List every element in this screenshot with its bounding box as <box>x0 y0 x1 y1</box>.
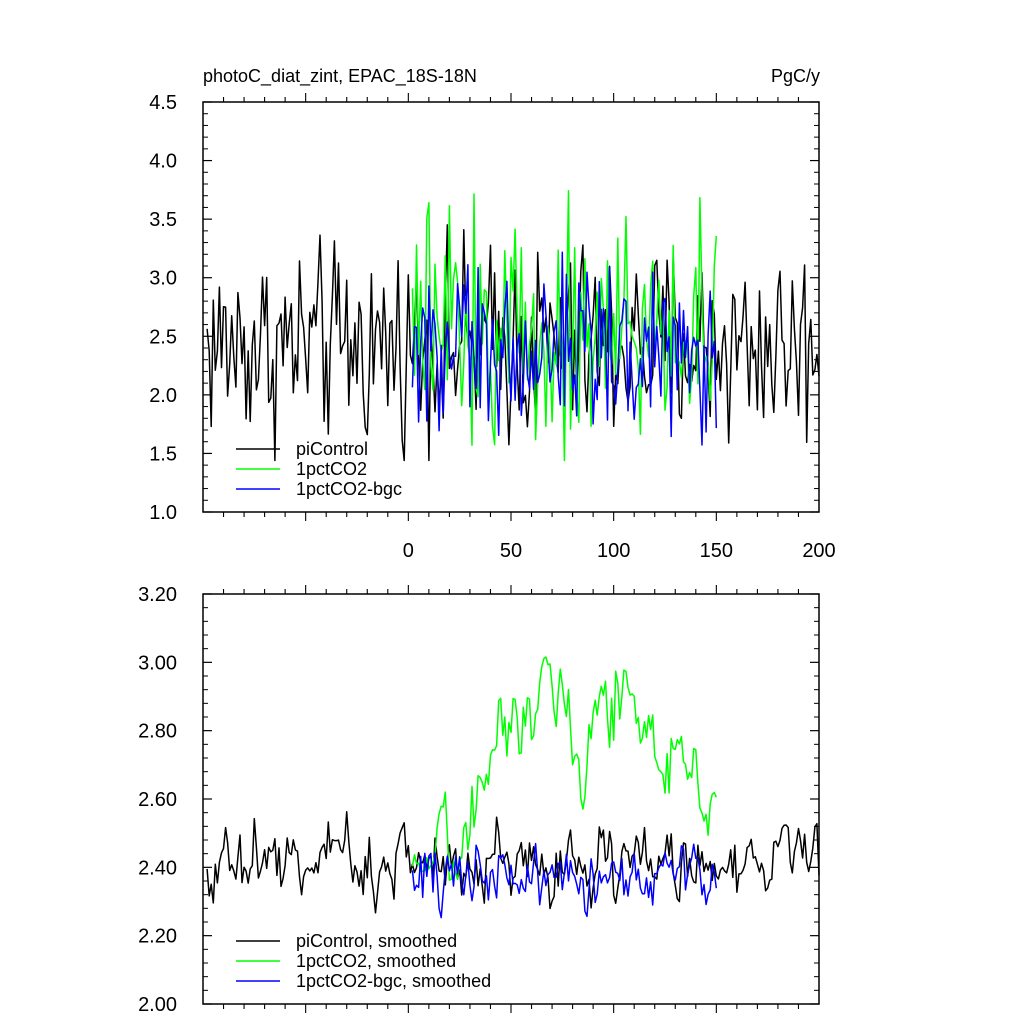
series-line-picontrol-smoothed <box>206 811 820 914</box>
series-line-1pctco2 <box>411 190 718 462</box>
legend-label-1pctco2-bgc: 1pctCO2-bgc <box>296 479 402 499</box>
chart-title: photoC_diat_zint, EPAC_18S-18N <box>203 66 477 87</box>
y-tick-label: 3.0 <box>149 268 177 290</box>
series-layer <box>206 656 820 919</box>
plot-frame <box>202 101 820 513</box>
bottom-panel: 2.00 2.20 2.40 2.60 2.80 3.00 3.20 piControl, … <box>138 584 820 1016</box>
legend-label-picontrol-smoothed: piControl, smoothed <box>296 931 457 951</box>
x-tick-label: 150 <box>700 540 733 562</box>
y-tick-label: 3.00 <box>138 652 177 674</box>
plot-frame <box>202 593 820 1005</box>
y-tick-label: 3.20 <box>138 584 177 606</box>
x-tick-label: 50 <box>500 540 522 562</box>
chart-units: PgC/y <box>771 66 820 86</box>
y-tick-label: 2.20 <box>138 926 177 948</box>
legend-label-1pctco2-bgc-smoothed: 1pctCO2-bgc, smoothed <box>296 971 491 991</box>
y-tick-label: 2.00 <box>138 994 177 1016</box>
y-tick-label: 2.60 <box>138 789 177 811</box>
y-tick-label: 3.5 <box>149 209 177 231</box>
axis-layer: 1.0 1.5 2.0 2.5 3.0 3.5 4.0 4.5 0 50 100 150 200 <box>149 92 836 562</box>
x-tick-label: 100 <box>597 540 630 562</box>
series-line-1pctco2-bgc <box>411 251 718 446</box>
series-line-1pctco2-bgc-smoothed <box>411 842 718 919</box>
legend: piControl 1pctCO2 1pctCO2-bgc <box>236 439 402 499</box>
y-tick-label: 2.80 <box>138 721 177 743</box>
y-tick-label: 1.0 <box>149 502 177 524</box>
series-layer <box>206 190 820 462</box>
y-tick-label: 2.40 <box>138 857 177 879</box>
y-tick-label: 2.5 <box>149 326 177 348</box>
y-tick-label: 4.0 <box>149 151 177 173</box>
series-line-1pctco2-smoothed <box>411 656 717 881</box>
x-tick-label: 200 <box>802 540 835 562</box>
y-tick-label: 4.5 <box>149 92 177 114</box>
y-tick-label: 1.5 <box>149 443 177 465</box>
legend-label-picontrol: piControl <box>296 439 368 459</box>
top-panel: photoC_diat_zint, EPAC_18S-18N PgC/y 1.0… <box>149 66 836 562</box>
legend: piControl, smoothed 1pctCO2, smoothed 1p… <box>236 931 491 991</box>
legend-label-1pctco2: 1pctCO2 <box>296 459 367 479</box>
axis-layer: 2.00 2.20 2.40 2.60 2.80 3.00 3.20 <box>138 584 819 1016</box>
legend-label-1pctco2-smoothed: 1pctCO2, smoothed <box>296 951 456 971</box>
x-tick-label: 0 <box>403 540 414 562</box>
y-tick-label: 2.0 <box>149 385 177 407</box>
